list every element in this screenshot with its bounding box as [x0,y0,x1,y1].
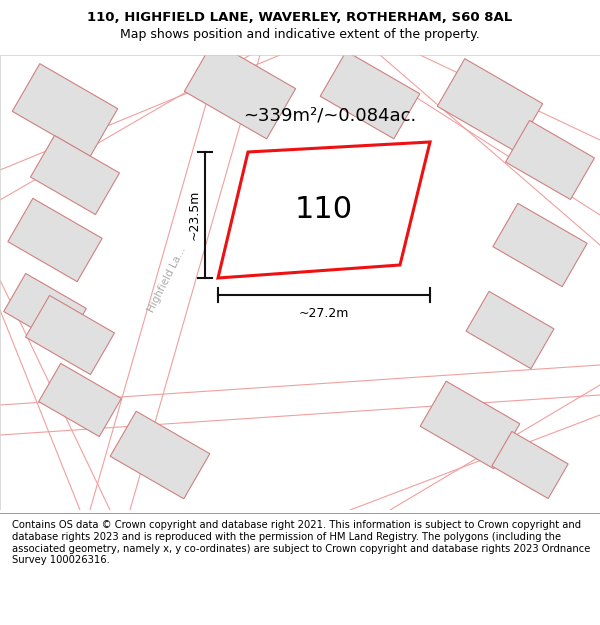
Polygon shape [506,121,595,199]
Polygon shape [184,41,296,139]
Polygon shape [466,291,554,369]
Polygon shape [12,64,118,156]
Polygon shape [243,162,415,260]
Text: Contains OS data © Crown copyright and database right 2021. This information is : Contains OS data © Crown copyright and d… [12,521,590,565]
Polygon shape [31,136,119,214]
Text: ~27.2m: ~27.2m [299,307,349,320]
Text: Map shows position and indicative extent of the property.: Map shows position and indicative extent… [120,28,480,41]
Polygon shape [437,59,543,151]
Polygon shape [492,431,568,499]
Polygon shape [8,198,102,282]
Text: 110, HIGHFIELD LANE, WAVERLEY, ROTHERHAM, S60 8AL: 110, HIGHFIELD LANE, WAVERLEY, ROTHERHAM… [88,11,512,24]
Text: ~23.5m: ~23.5m [188,190,201,240]
Polygon shape [26,296,115,374]
Text: Highfield La...: Highfield La... [146,246,188,314]
Polygon shape [320,51,420,139]
Polygon shape [110,411,210,499]
Text: 110: 110 [295,195,353,224]
Polygon shape [218,142,430,278]
Polygon shape [420,381,520,469]
Text: ~339m²/~0.084ac.: ~339m²/~0.084ac. [244,106,416,124]
Polygon shape [38,364,121,436]
Polygon shape [4,274,86,346]
Polygon shape [493,203,587,287]
